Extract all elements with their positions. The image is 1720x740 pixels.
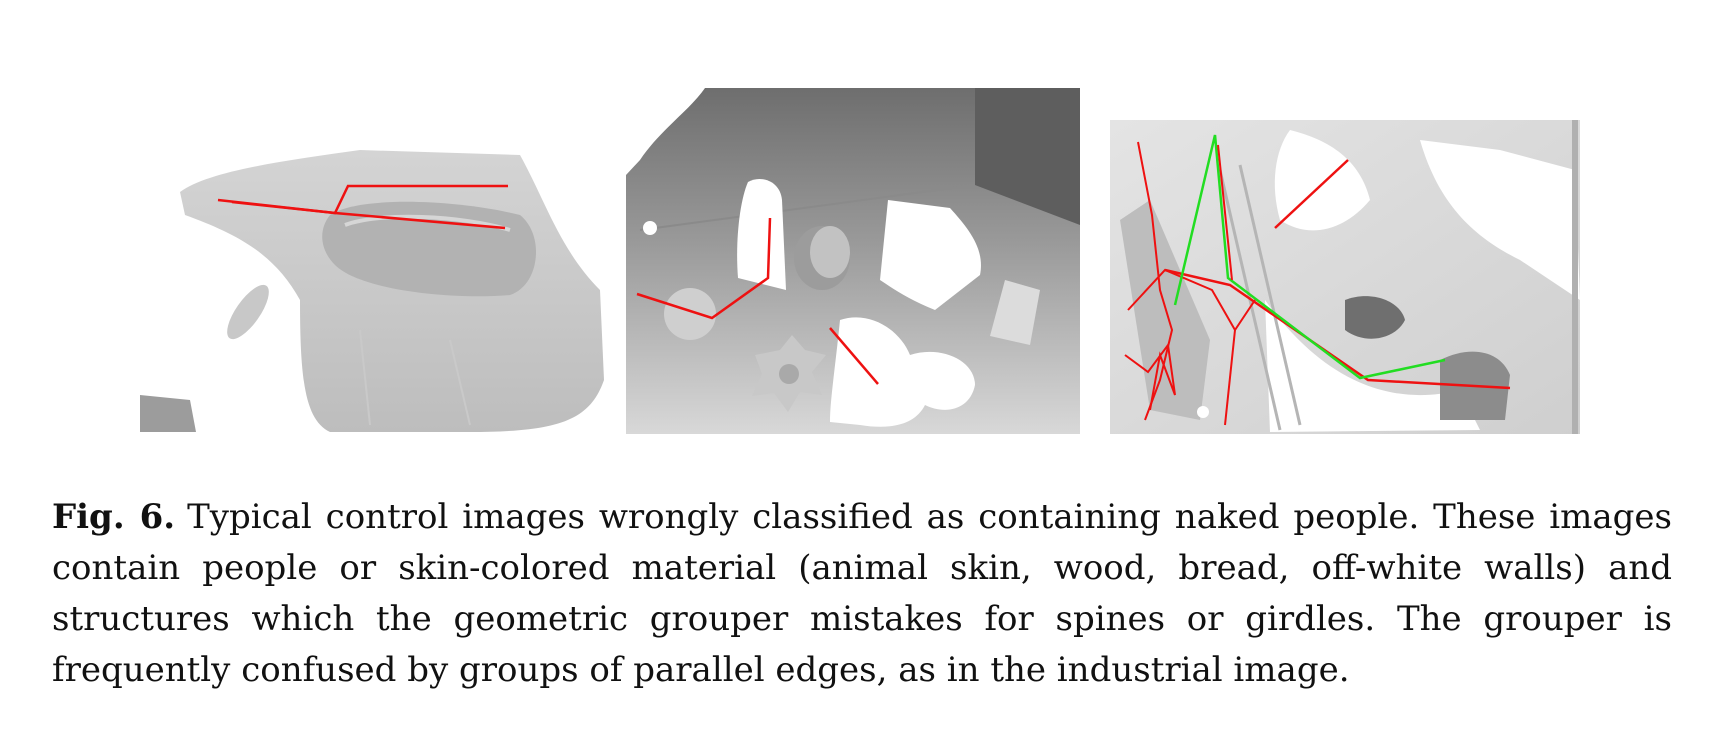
grouper-line bbox=[1274, 159, 1349, 229]
panel-bread-image bbox=[140, 150, 604, 432]
grouper-line bbox=[1137, 141, 1174, 421]
panel-industrial-image bbox=[1110, 120, 1580, 434]
parallel-edge-line bbox=[1173, 134, 1446, 380]
figure-caption: Fig. 6. Typical control images wrongly cl… bbox=[52, 492, 1672, 696]
panel-objects-image bbox=[626, 88, 1080, 434]
grouper-line bbox=[1224, 329, 1236, 426]
grouper-line bbox=[231, 200, 506, 230]
grouper-line bbox=[636, 217, 772, 320]
figure-panels bbox=[140, 88, 1580, 434]
caption-text: Typical control images wrongly classifie… bbox=[52, 497, 1672, 690]
grouper-line bbox=[1124, 342, 1176, 411]
grouper-line bbox=[1217, 144, 1233, 281]
figure-label: Fig. 6. bbox=[52, 497, 176, 537]
grouper-line bbox=[1127, 268, 1256, 332]
grouper-line bbox=[829, 327, 879, 385]
